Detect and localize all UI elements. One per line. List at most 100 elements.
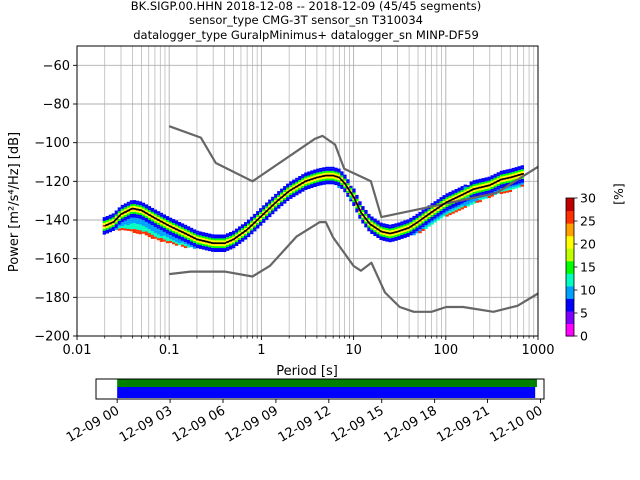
heatmap-cell bbox=[159, 222, 164, 225]
heatmap-cell bbox=[123, 220, 128, 223]
heatmap-cell bbox=[499, 186, 503, 189]
heatmap-cell bbox=[463, 194, 467, 197]
heatmap-cell bbox=[451, 211, 455, 214]
heatmap-cell bbox=[135, 202, 140, 205]
heatmap-cell bbox=[123, 222, 128, 225]
heatmap-cell bbox=[135, 223, 140, 226]
heatmap-cell bbox=[117, 222, 121, 225]
heatmap-cell bbox=[373, 220, 377, 223]
heatmap-cell bbox=[150, 221, 155, 224]
heatmap-cell bbox=[198, 235, 203, 238]
heatmap-cell bbox=[117, 211, 121, 214]
heatmap-cell bbox=[229, 232, 233, 234]
heatmap-cell bbox=[433, 207, 437, 209]
heatmap-cell bbox=[277, 206, 281, 209]
heatmap-cell bbox=[129, 227, 134, 230]
heatmap-cell bbox=[120, 216, 124, 219]
heatmap-cell bbox=[162, 214, 167, 217]
heatmap-cell bbox=[283, 186, 287, 189]
heatmap-cell bbox=[277, 202, 281, 205]
heatmap-cell bbox=[418, 215, 422, 218]
heatmap-cell bbox=[223, 234, 227, 237]
heatmap-cell bbox=[331, 172, 335, 175]
heatmap-cell bbox=[409, 223, 413, 226]
heatmap-cell bbox=[120, 222, 124, 225]
heatmap-cell bbox=[406, 225, 410, 228]
heatmap-cell bbox=[235, 230, 239, 233]
heatmap-cell bbox=[108, 216, 112, 219]
heatmap-cell bbox=[168, 227, 173, 230]
heatmap-cell bbox=[268, 203, 272, 206]
heatmap-cell bbox=[433, 210, 437, 213]
heatmap-cell bbox=[111, 223, 115, 226]
heatmap-cell bbox=[397, 228, 401, 231]
heatmap-cell bbox=[211, 234, 215, 237]
heatmap-cell bbox=[415, 231, 419, 234]
heatmap-cell bbox=[277, 200, 281, 203]
heatmap-cell bbox=[241, 233, 245, 236]
heatmap-cell bbox=[262, 209, 266, 212]
heatmap-cell bbox=[499, 182, 503, 185]
heatmap-cell bbox=[274, 203, 278, 206]
heatmap-cell bbox=[204, 248, 209, 251]
heatmap-cell bbox=[165, 241, 170, 244]
heatmap-cell bbox=[198, 243, 203, 246]
heatmap-cell bbox=[427, 209, 431, 212]
heatmap-cell bbox=[229, 247, 233, 250]
nlnm-curve bbox=[169, 221, 539, 313]
heatmap-cell bbox=[126, 217, 131, 220]
heatmap-cell bbox=[475, 200, 479, 203]
heatmap-cell bbox=[168, 235, 173, 238]
x-axis-label: Period [s] bbox=[276, 364, 338, 379]
heatmap-cell bbox=[268, 215, 272, 218]
heatmap-cell bbox=[427, 218, 431, 221]
heatmap-cell bbox=[144, 229, 149, 232]
heatmap-cell bbox=[304, 172, 308, 175]
heatmap-cell bbox=[436, 203, 440, 205]
heatmap-cell bbox=[307, 187, 311, 189]
heatmap-cell bbox=[129, 206, 134, 209]
heatmap-cell bbox=[159, 228, 164, 231]
heatmap-cell bbox=[325, 170, 329, 173]
heatmap-cell bbox=[349, 187, 353, 190]
heatmap-cell bbox=[162, 233, 167, 236]
heatmap-cell bbox=[204, 242, 209, 245]
heatmap-cell bbox=[496, 178, 500, 181]
time-axis-border bbox=[95, 378, 545, 400]
heatmap-cell bbox=[141, 218, 146, 221]
colorbar-segment bbox=[566, 310, 574, 324]
heatmap-cell bbox=[280, 200, 284, 203]
heatmap-cell bbox=[204, 246, 209, 249]
heatmap-cell bbox=[147, 217, 152, 220]
heatmap-cell bbox=[177, 223, 182, 226]
heatmap-cell bbox=[250, 226, 254, 229]
heatmap-cell bbox=[493, 189, 497, 192]
heatmap-cell bbox=[295, 177, 299, 180]
heatmap-cell bbox=[382, 225, 386, 228]
heatmap-cell bbox=[457, 189, 461, 192]
heatmap-cell bbox=[138, 201, 143, 204]
heatmap-cell bbox=[379, 228, 383, 231]
heatmap-cell bbox=[229, 237, 233, 240]
time-tick-label: 12-10 00 bbox=[487, 403, 545, 445]
heatmap-cell bbox=[514, 169, 518, 171]
heatmap-cell bbox=[138, 211, 143, 214]
heatmap-cell bbox=[499, 172, 503, 175]
heatmap-cell bbox=[277, 193, 281, 196]
heatmap-cell bbox=[397, 232, 401, 235]
heatmap-cell bbox=[183, 230, 188, 233]
heatmap-cell bbox=[373, 218, 377, 221]
heatmap-cell bbox=[466, 194, 470, 197]
heatmap-cell bbox=[217, 236, 221, 239]
heatmap-cell bbox=[457, 206, 461, 209]
heatmap-cell bbox=[478, 198, 482, 201]
heatmap-cell bbox=[141, 208, 146, 211]
heatmap-cell bbox=[226, 237, 230, 240]
heatmap-cell bbox=[352, 202, 356, 205]
heatmap-cell bbox=[295, 187, 299, 190]
heatmap-cell bbox=[499, 184, 503, 187]
heatmap-cell bbox=[108, 214, 112, 217]
heatmap-cell bbox=[247, 223, 251, 226]
heatmap-cell bbox=[126, 225, 131, 227]
heatmap-cell bbox=[168, 231, 173, 234]
